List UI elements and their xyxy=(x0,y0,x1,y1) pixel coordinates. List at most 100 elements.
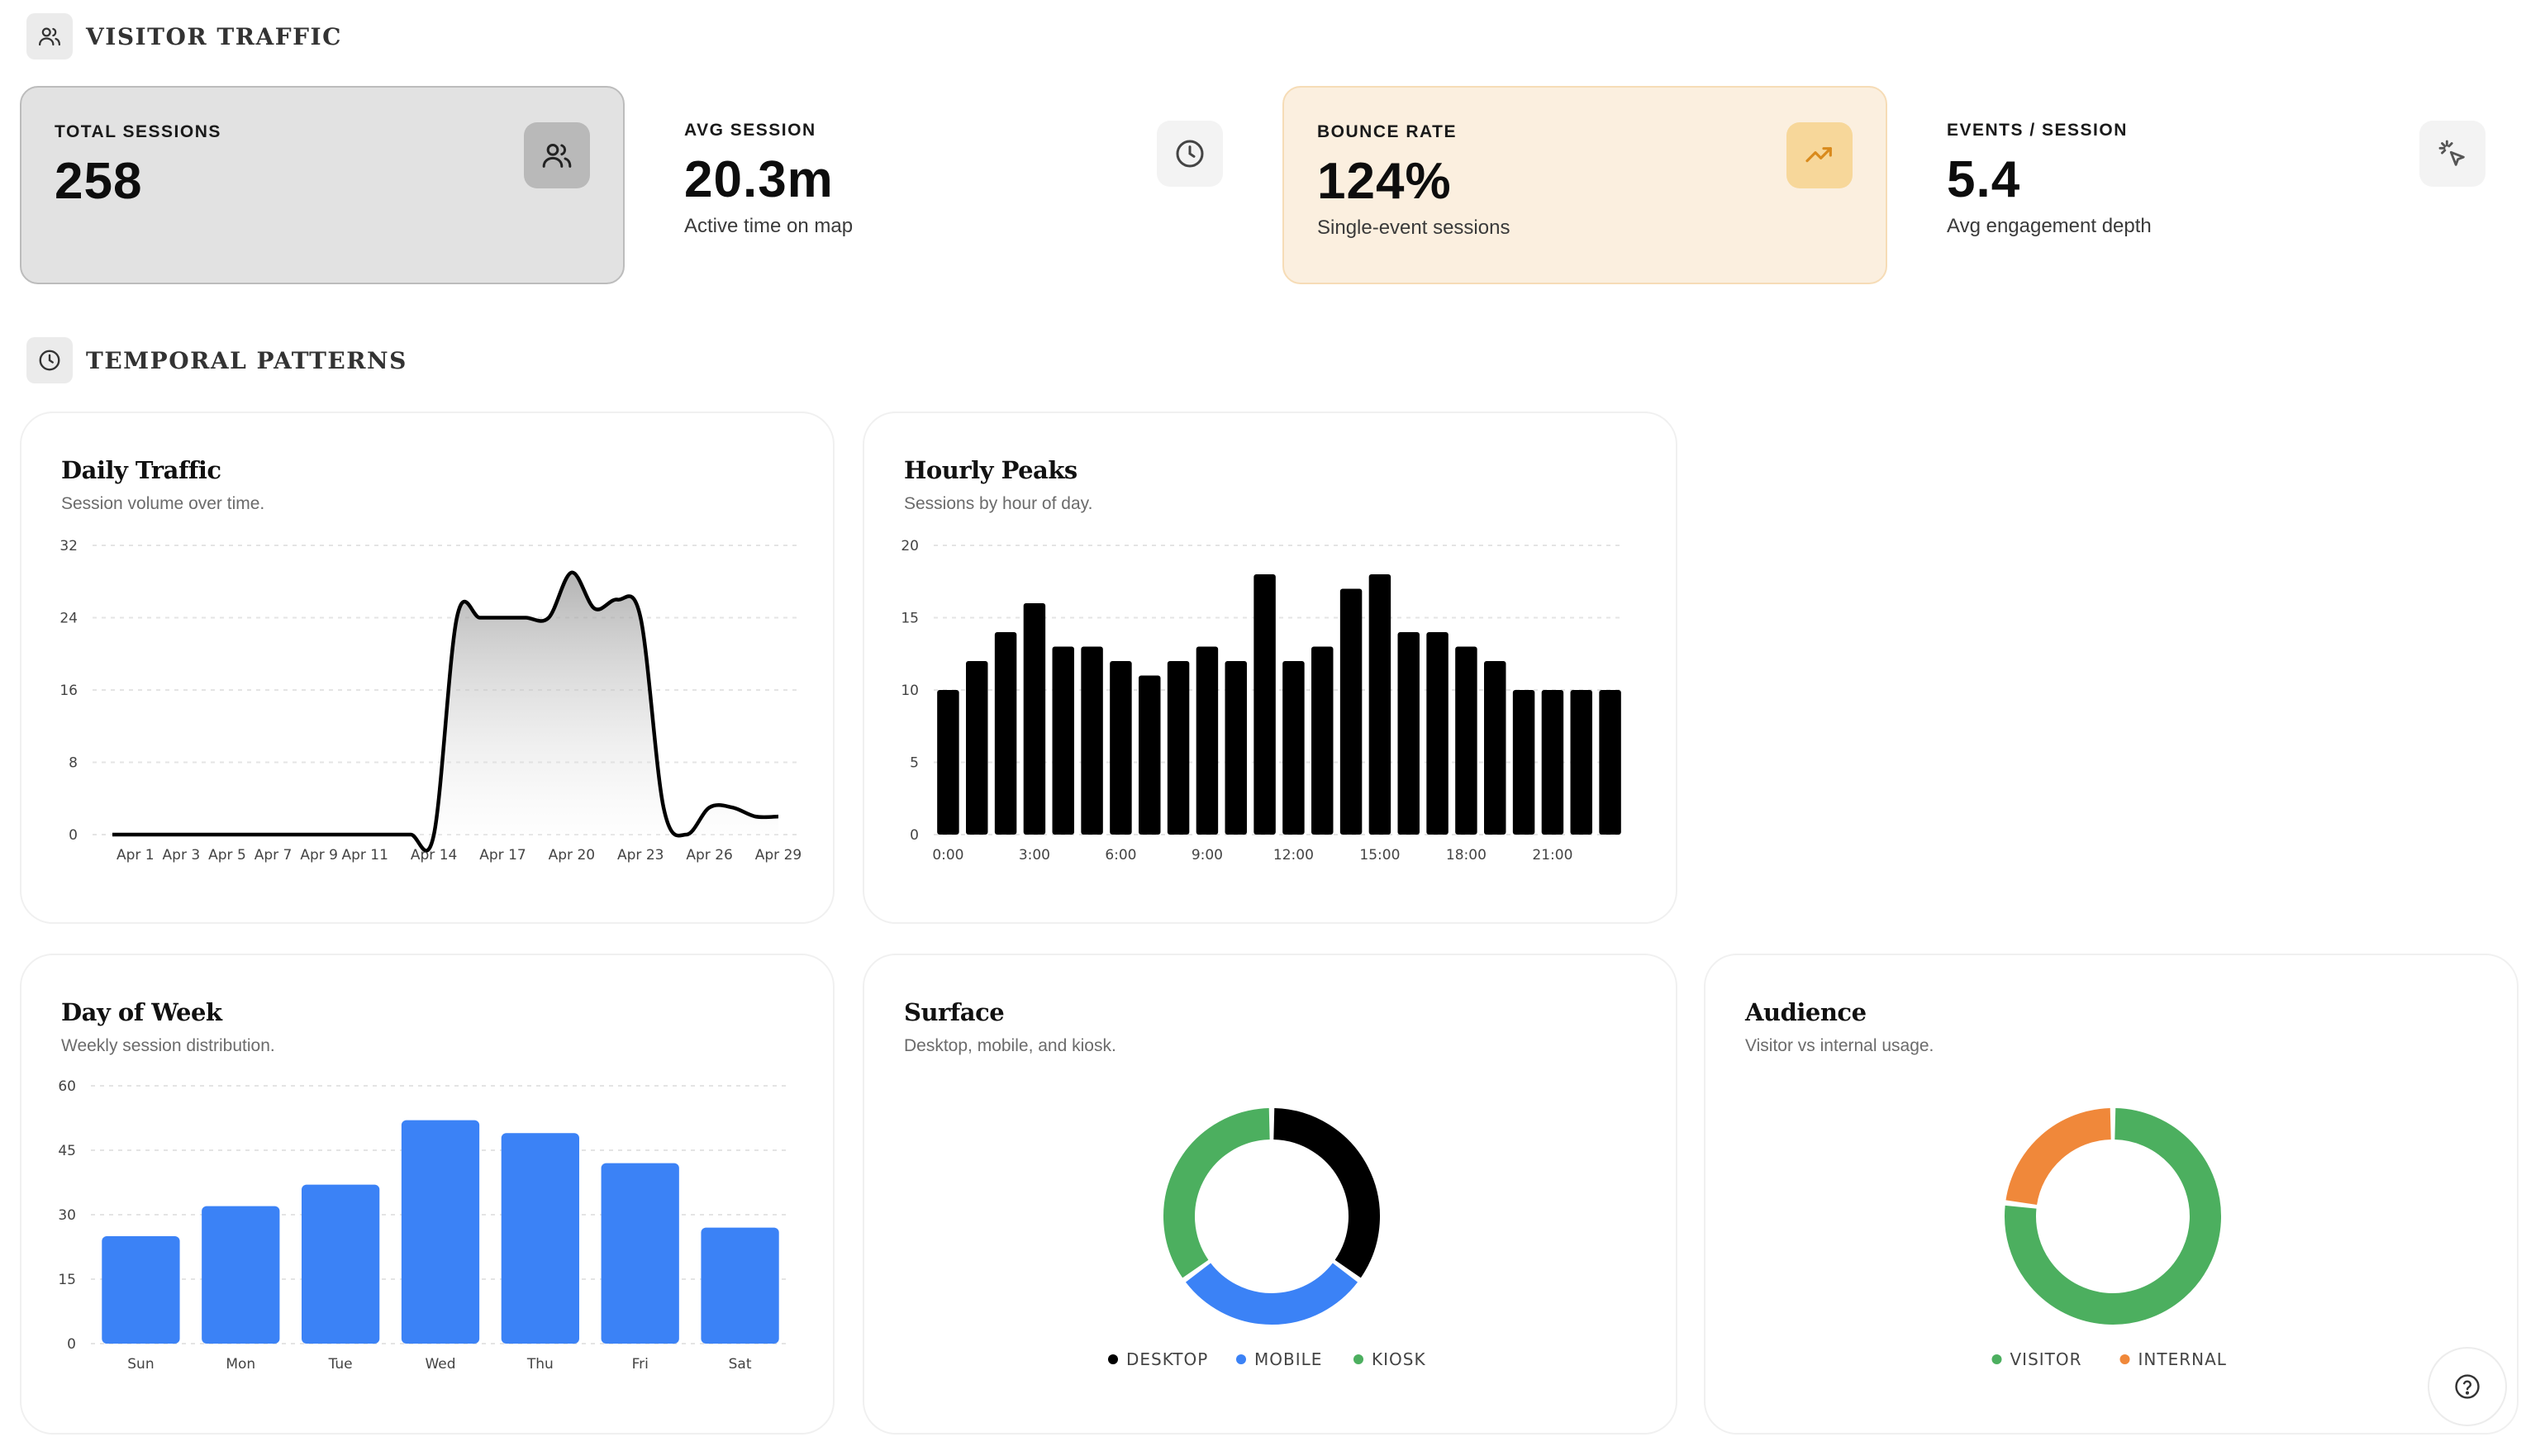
audience-donut-chart: VISITOR INTERNAL xyxy=(1991,1108,2227,1369)
card-subtitle: Session volume over time. xyxy=(61,494,265,513)
daily-traffic-chart: 0 8 16 24 32 Apr 1 Apr 3 Apr 5 Apr 7 Apr 9 Apr 11 A… xyxy=(59,538,802,864)
stat-subtitle: Avg engagement depth xyxy=(1947,215,2152,237)
x-tick-label: Apr 5 xyxy=(208,847,246,864)
bar xyxy=(1081,646,1103,835)
stat-label: AVG SESSION xyxy=(684,121,816,140)
bar xyxy=(1368,574,1391,835)
bar xyxy=(1023,603,1046,835)
bar xyxy=(1455,646,1477,835)
pie-slice xyxy=(1185,1263,1358,1325)
x-tick-label: Apr 20 xyxy=(549,847,595,864)
bar xyxy=(601,1163,679,1344)
series-line xyxy=(112,570,779,853)
card-title: Day of Week xyxy=(61,998,222,1026)
bar xyxy=(1052,646,1074,835)
stat-card-events-per-session[interactable]: EVENTS / SESSION 5.4 Avg engagement dept… xyxy=(1914,86,2519,284)
bar xyxy=(1225,661,1247,835)
bar xyxy=(1599,690,1621,835)
x-tick-label: Fri xyxy=(632,1356,649,1373)
x-tick-label: Apr 26 xyxy=(686,847,732,864)
x-tick-label: 21:00 xyxy=(1532,847,1572,864)
pie-slice xyxy=(2005,1108,2221,1325)
section-title: VISITOR TRAFFIC xyxy=(86,22,342,50)
x-tick-label: 15:00 xyxy=(1359,847,1400,864)
y-tick-label: 0 xyxy=(69,827,78,844)
bar xyxy=(966,661,988,835)
surface-donut-chart: DESKTOP MOBILE KIOSK xyxy=(1108,1108,1426,1369)
day-of-week-chart: 0 15 30 45 60 Sun Mon Tue Wed Thu Fri Sat xyxy=(58,1078,790,1373)
bar xyxy=(1512,690,1535,835)
bar xyxy=(1339,588,1363,835)
bar xyxy=(401,1120,480,1344)
x-tick-label: Apr 3 xyxy=(163,847,201,864)
bar xyxy=(501,1133,579,1344)
stat-subtitle: Single-event sessions xyxy=(1317,216,1510,239)
card-title: Audience xyxy=(1745,998,1867,1026)
x-tick-label: Apr 29 xyxy=(755,847,802,864)
legend-swatch xyxy=(1353,1354,1363,1364)
bar xyxy=(1397,632,1420,835)
x-tick-label: Thu xyxy=(526,1356,554,1373)
section-temporal-patterns: TEMPORAL PATTERNS xyxy=(26,337,407,383)
help-icon xyxy=(2455,1374,2480,1399)
x-tick-label: Apr 11 xyxy=(341,847,388,864)
bar xyxy=(1570,690,1592,835)
legend-swatch xyxy=(1991,1354,2002,1364)
pie-slice xyxy=(2005,1108,2112,1206)
x-tick-label: Sat xyxy=(729,1356,752,1373)
stat-card-total-sessions[interactable]: TOTAL SESSIONS 258 xyxy=(20,86,625,284)
card-subtitle: Sessions by hour of day. xyxy=(904,494,1093,513)
stat-label: TOTAL SESSIONS xyxy=(55,122,221,141)
stat-card-bounce-rate[interactable]: BOUNCE RATE 124% Single-event sessions xyxy=(1282,86,1887,284)
y-tick-label: 10 xyxy=(901,683,919,699)
help-button[interactable] xyxy=(2428,1347,2507,1426)
hourly-peaks-chart: 0 5 10 15 20 0:00 3:00 6:00 9:00 12:00 15:00 18:00 2… xyxy=(901,538,1625,864)
bar xyxy=(701,1227,779,1344)
legend-label: MOBILE xyxy=(1254,1349,1322,1369)
bar xyxy=(1311,646,1334,835)
x-tick-label: 0:00 xyxy=(932,847,963,864)
x-tick-label: Apr 14 xyxy=(411,847,457,864)
y-tick-label: 0 xyxy=(910,827,919,844)
y-tick-label: 15 xyxy=(901,611,919,627)
pie-slice xyxy=(1272,1108,1380,1278)
area-fill xyxy=(112,572,778,851)
bar xyxy=(1426,632,1449,835)
bar xyxy=(1253,574,1276,835)
card-hourly-peaks: Hourly Peaks Sessions by hour of day. 0 5… xyxy=(863,412,1677,924)
y-tick-label: 15 xyxy=(58,1272,76,1288)
x-tick-label: 12:00 xyxy=(1273,847,1314,864)
card-title: Daily Traffic xyxy=(61,456,221,484)
x-tick-label: Wed xyxy=(425,1356,455,1373)
card-surface: Surface Desktop, mobile, and kiosk. DESK… xyxy=(863,954,1677,1435)
clock-icon xyxy=(1157,121,1223,187)
section-visitor-traffic: VISITOR TRAFFIC xyxy=(26,13,342,59)
y-tick-label: 32 xyxy=(59,538,78,554)
stat-value: 20.3m xyxy=(684,151,834,208)
stat-value: 258 xyxy=(55,153,143,210)
legend-swatch xyxy=(1236,1354,1246,1364)
legend-swatch xyxy=(2119,1354,2130,1364)
x-tick-label: Apr 17 xyxy=(479,847,526,864)
users-icon xyxy=(524,122,590,188)
bar xyxy=(994,632,1017,835)
stat-value: 124% xyxy=(1317,153,1452,210)
y-tick-label: 0 xyxy=(67,1336,76,1353)
bar xyxy=(1484,661,1506,835)
y-tick-label: 45 xyxy=(58,1143,76,1159)
stat-card-avg-session[interactable]: AVG SESSION 20.3m Active time on map xyxy=(651,86,1256,284)
legend-label: INTERNAL xyxy=(2138,1349,2227,1369)
legend-label: DESKTOP xyxy=(1126,1349,1208,1369)
x-tick-label: Sun xyxy=(127,1356,154,1373)
legend-label: VISITOR xyxy=(2010,1349,2082,1369)
x-tick-label: 6:00 xyxy=(1105,847,1136,864)
x-tick-label: Apr 23 xyxy=(617,847,664,864)
legend-label: KIOSK xyxy=(1372,1349,1426,1369)
bar xyxy=(1196,646,1219,835)
stat-label: BOUNCE RATE xyxy=(1317,122,1457,141)
pointer-click-icon xyxy=(2419,121,2486,187)
x-tick-label: Mon xyxy=(226,1356,255,1373)
card-day-of-week: Day of Week Weekly session distribution.… xyxy=(20,954,835,1435)
y-tick-label: 8 xyxy=(69,755,78,772)
clock-icon xyxy=(26,337,73,383)
